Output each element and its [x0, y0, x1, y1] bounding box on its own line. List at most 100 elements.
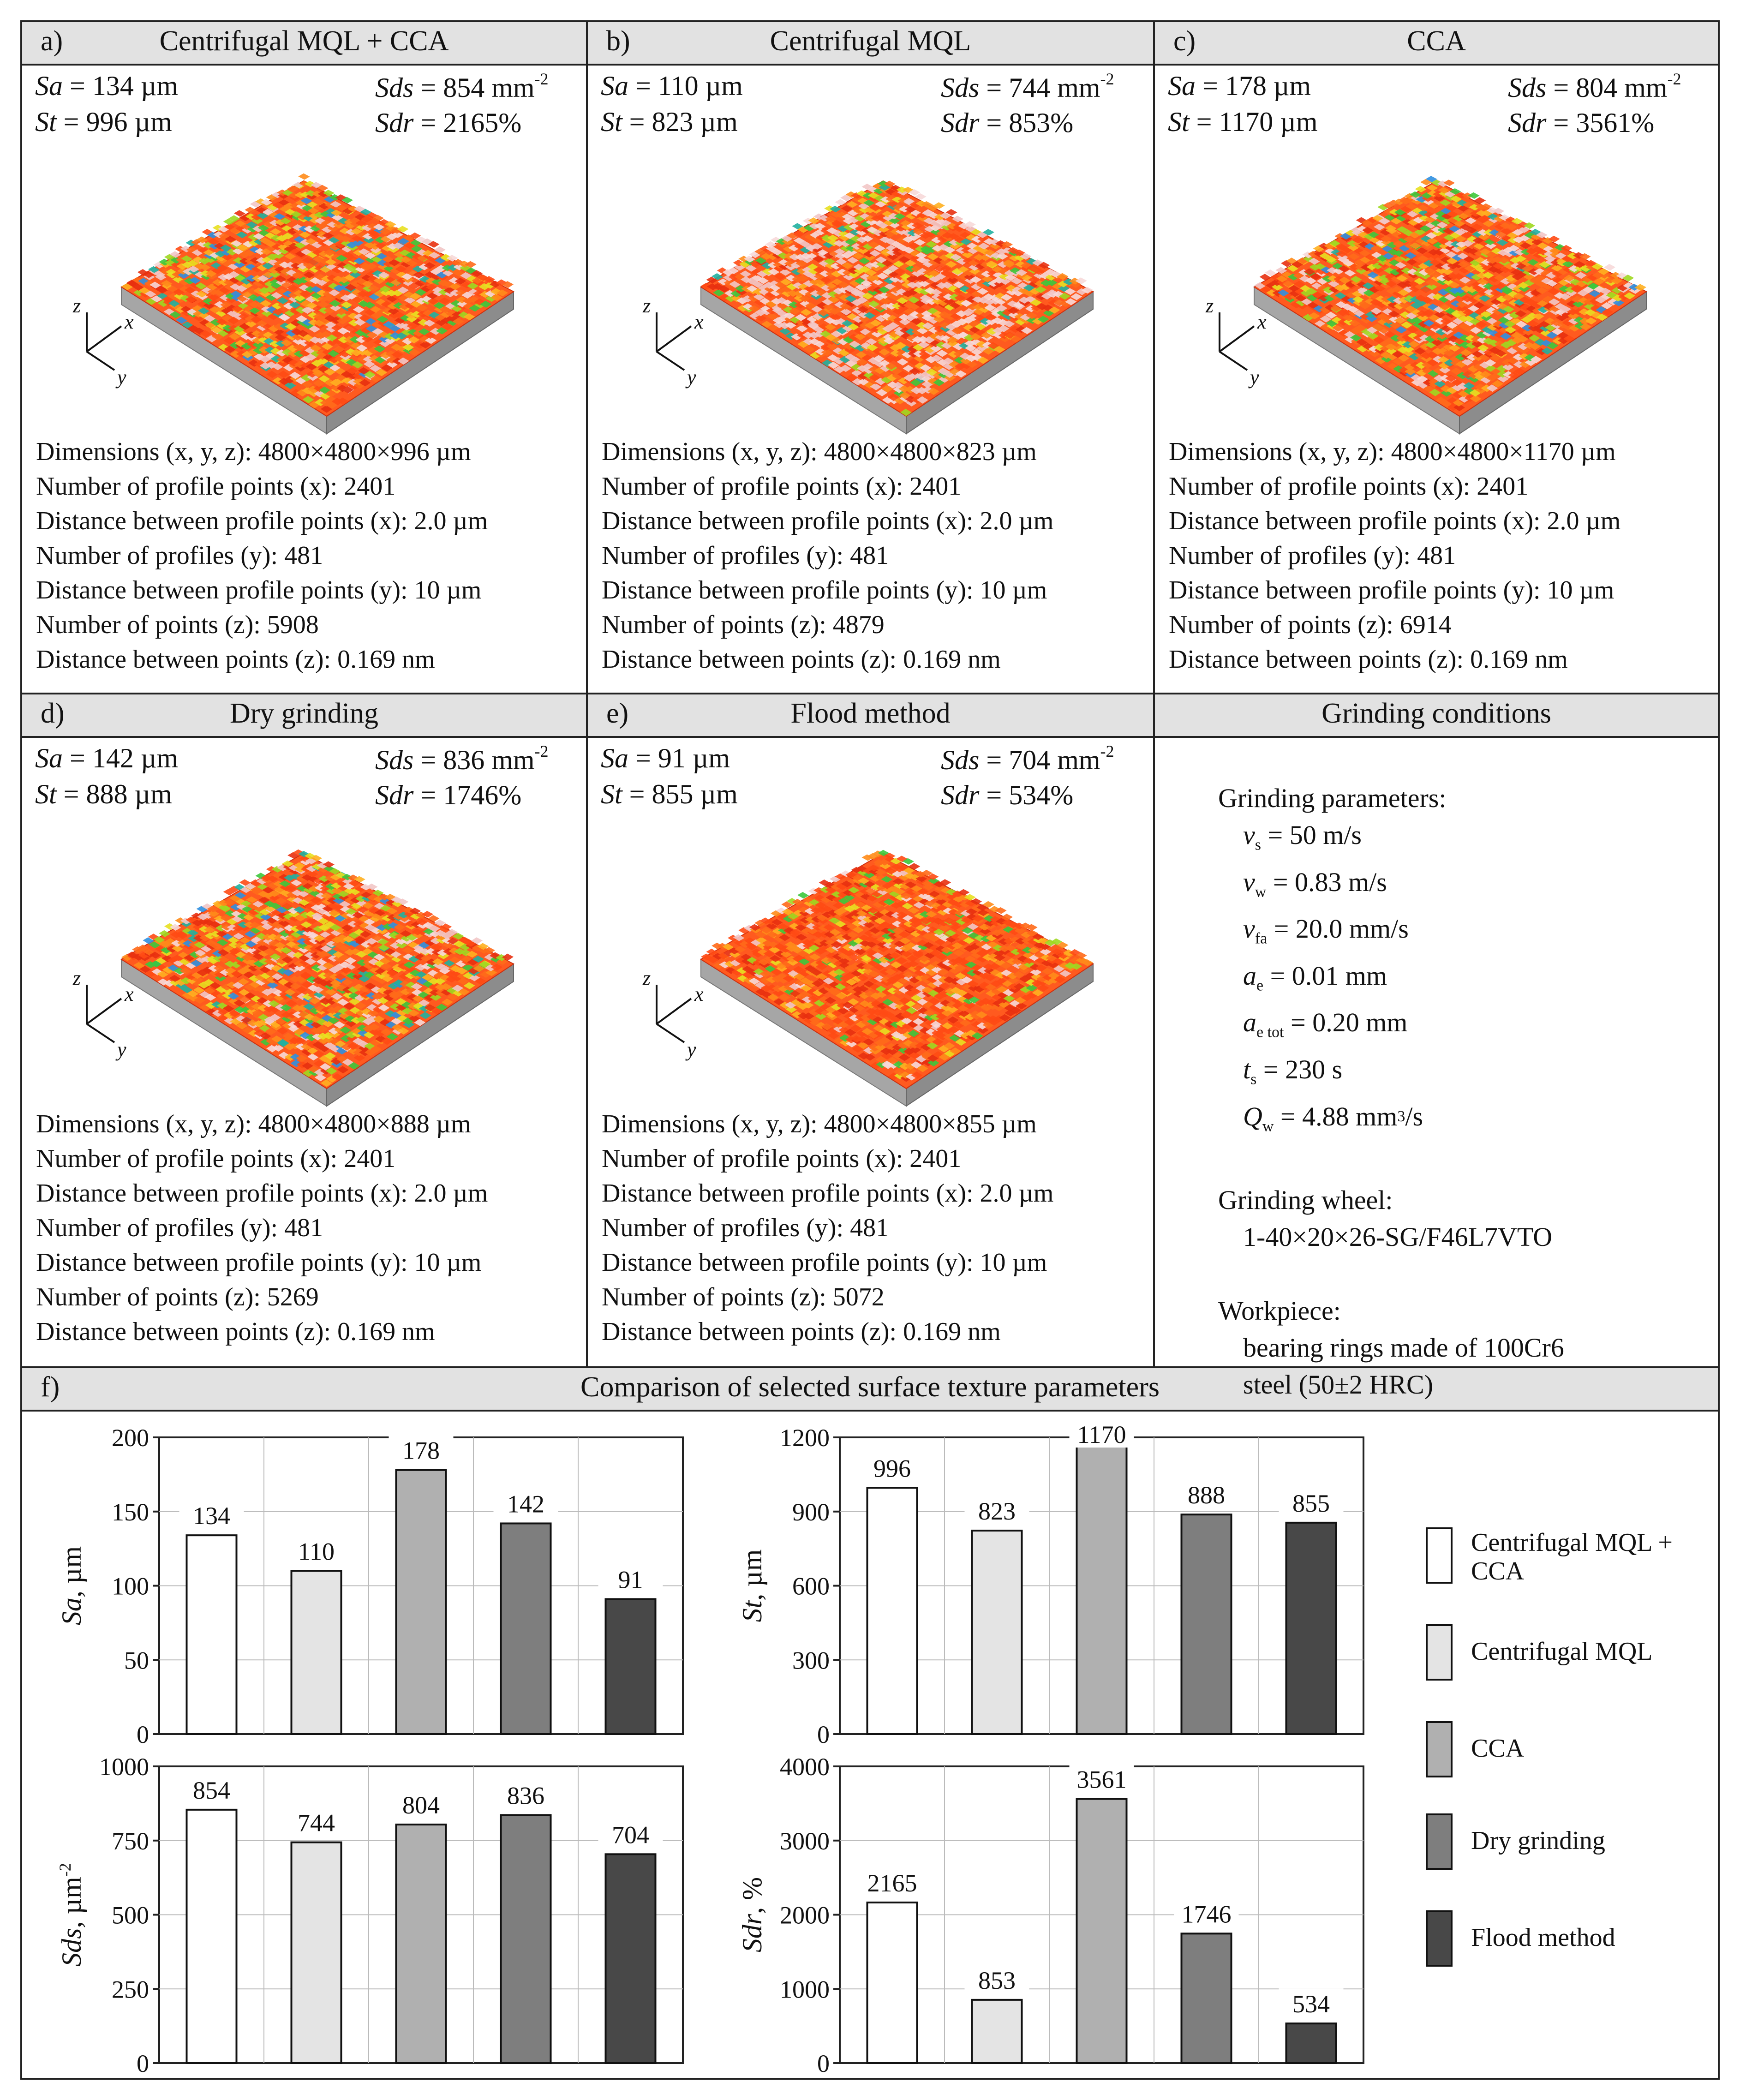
- surface-patch: [1596, 313, 1608, 321]
- surface-patch: [300, 374, 312, 382]
- surface-patch: [1003, 259, 1015, 266]
- surface-patch: [1064, 288, 1076, 295]
- surface-patch: [293, 960, 305, 968]
- surface-patch: [348, 1062, 360, 1070]
- surface-patch: [1361, 328, 1373, 335]
- surface-patch: [901, 345, 913, 353]
- surface-patch: [253, 960, 265, 968]
- surface-patch: [879, 1028, 891, 1035]
- surface-patch: [275, 340, 287, 347]
- surface-patch: [852, 307, 863, 314]
- axis-line: [1219, 351, 1248, 371]
- surface-patch: [1514, 249, 1526, 256]
- panel-label: b): [606, 25, 630, 57]
- surface-patch: [300, 197, 312, 204]
- surface-patch: [914, 300, 926, 307]
- surface-patch: [309, 997, 320, 1005]
- surface-patch: [1394, 262, 1406, 269]
- surface-patch: [968, 259, 980, 266]
- surface-patch: [930, 345, 942, 352]
- surface-patch: [1504, 263, 1516, 270]
- surface-patch: [185, 239, 197, 246]
- surface-patch: [286, 891, 298, 898]
- surface-patch: [1366, 326, 1378, 334]
- surface-patch: [388, 982, 400, 990]
- surface-patch: [241, 351, 253, 359]
- surface-patch: [1513, 367, 1525, 375]
- surface-patch: [765, 969, 777, 976]
- surface-patch: [1443, 349, 1455, 357]
- surface-patch: [880, 196, 892, 203]
- surface-patch: [273, 323, 285, 330]
- surface-patch: [381, 915, 393, 922]
- surface-patch: [1467, 365, 1479, 373]
- surface-patch: [1398, 354, 1410, 362]
- surface-patch: [264, 958, 276, 965]
- surface-patch: [1445, 375, 1457, 382]
- surface-patch: [286, 999, 297, 1007]
- surface-patch: [196, 956, 208, 963]
- surface-patch: [1436, 275, 1448, 282]
- surface-patch: [896, 237, 908, 244]
- surface-patch: [1417, 314, 1429, 322]
- axis-label: x: [694, 311, 704, 333]
- surface-patch: [1271, 283, 1283, 291]
- surface-patch: [236, 231, 248, 239]
- surface-patch: [1405, 203, 1417, 210]
- divider: [1153, 22, 1155, 1367]
- surface-patch: [1070, 293, 1082, 300]
- surface-patch: [1409, 191, 1421, 198]
- surface-patch: [757, 277, 769, 284]
- surface-patch: [199, 263, 211, 271]
- surface-patch: [1426, 283, 1438, 290]
- surface-patch: [200, 945, 212, 952]
- surface-patch: [879, 1036, 891, 1044]
- surface-patch: [381, 975, 393, 982]
- surface-patch: [1424, 267, 1435, 275]
- surface-patch: [1622, 275, 1634, 282]
- surface-patch: [1446, 322, 1458, 329]
- surface-patch: [1513, 361, 1525, 368]
- surface-patch: [1459, 276, 1471, 284]
- surface-patch: [1420, 352, 1432, 359]
- surface-patch: [841, 262, 853, 269]
- surface-patch: [970, 276, 982, 283]
- spec-n_points_z: Number of points (z): 5908: [36, 610, 319, 639]
- spec-n_profiles_y: Number of profiles (y): 481: [602, 541, 889, 570]
- surface-patch: [267, 875, 279, 882]
- surface-patch: [426, 292, 438, 299]
- surface-patch: [946, 336, 958, 344]
- surface-patch: [383, 321, 395, 329]
- surface-patch: [1444, 191, 1456, 197]
- surface-patch: [1522, 328, 1534, 336]
- surface-patch: [902, 236, 914, 243]
- surface-patch: [239, 215, 251, 221]
- surface-patch: [1446, 387, 1458, 394]
- surface-patch: [185, 962, 197, 969]
- surface-patch: [415, 297, 427, 305]
- surface-patch: [877, 272, 889, 280]
- surface-patch: [284, 1043, 296, 1051]
- surface-patch: [946, 329, 958, 336]
- surface-patch: [221, 983, 233, 991]
- surface-patch: [871, 215, 883, 222]
- surface-patch: [187, 990, 199, 997]
- surface-patch: [391, 956, 403, 963]
- surface-patch: [886, 374, 898, 382]
- surface-patch: [1509, 311, 1521, 319]
- surface-patch: [1033, 268, 1045, 275]
- surface-patch: [1403, 286, 1415, 293]
- surface-patch: [212, 950, 224, 957]
- surface-patch: [706, 948, 718, 956]
- surface-patch: [866, 219, 877, 226]
- surface-patch: [435, 257, 447, 264]
- surface-patch: [245, 320, 257, 328]
- surface-patch: [431, 943, 442, 951]
- surface-patch: [907, 288, 919, 295]
- surface-patch: [1602, 308, 1614, 316]
- spec-n_profiles_y: Number of profiles (y): 481: [36, 541, 323, 570]
- surface-patch: [1471, 223, 1483, 230]
- surface-patch: [1038, 262, 1050, 269]
- surface-patch: [361, 224, 373, 232]
- surface-patch: [355, 336, 367, 343]
